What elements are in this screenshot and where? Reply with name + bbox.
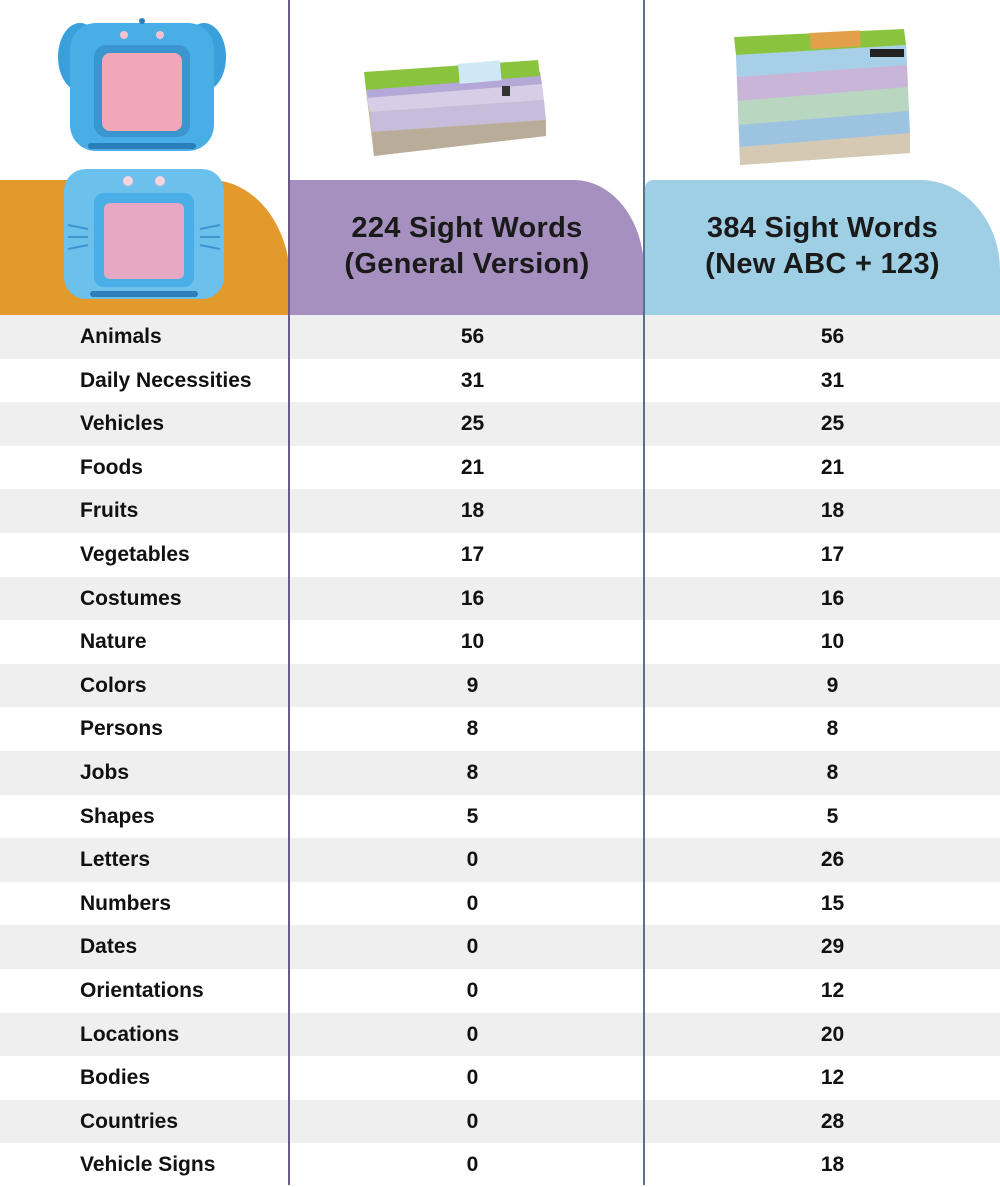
column-a-value: 31	[460, 368, 485, 392]
column-a-value: 16	[460, 586, 485, 610]
column-a-title: 224 Sight Words (General Version)	[290, 210, 644, 282]
row-label: Foods	[80, 455, 143, 479]
table-row: Vehicles 25 25	[0, 402, 1000, 446]
column-b-value: 18	[820, 1153, 845, 1177]
table-row: Colors 9 9	[0, 663, 1000, 708]
row-label: Nature	[80, 630, 147, 654]
row-label: Locations	[80, 1022, 180, 1046]
row-label: Vehicle Signs	[80, 1153, 216, 1177]
row-label: Animals	[80, 325, 162, 348]
column-b-value: 12	[820, 978, 845, 1002]
table-row: Shapes 5 5	[0, 795, 1000, 839]
column-a-value: 8	[466, 760, 479, 784]
column-b-value: 18	[820, 499, 845, 523]
column-a-value: 0	[466, 978, 479, 1002]
row-label: Fruits	[80, 499, 139, 523]
column-b-value: 5	[826, 804, 839, 828]
column-a-value: 9	[466, 673, 479, 697]
column-b-value: 25	[820, 412, 845, 436]
table-row: Dates 0 29	[0, 925, 1000, 969]
row-label: Persons	[80, 717, 163, 741]
column-a-value: 0	[466, 1153, 479, 1177]
table-row: Persons 8 8	[0, 707, 1000, 751]
column-a-value: 18	[460, 499, 485, 523]
column-a-title-line1: 224 Sight Words	[351, 212, 583, 244]
row-label: Countries	[80, 1109, 179, 1133]
cat-card-reader-icon	[64, 169, 224, 299]
column-a-header	[290, 180, 644, 315]
column-a-title-line2: (General Version)	[344, 248, 590, 280]
row-label: Orientations	[80, 978, 204, 1002]
flash-card-stack-224-icon	[364, 60, 546, 156]
column-b-value: 31	[820, 368, 845, 392]
column-a-value: 0	[466, 1109, 479, 1133]
column-a-value: 56	[460, 325, 485, 348]
column-b-header	[645, 180, 1000, 315]
column-a-value: 10	[460, 630, 485, 654]
column-a-value: 0	[466, 891, 479, 915]
column-a-value: 17	[460, 542, 485, 566]
column-a-value: 0	[466, 1022, 479, 1046]
column-a-value: 0	[466, 935, 479, 959]
column-b-title: 384 Sight Words (New ABC + 123)	[645, 210, 1000, 282]
table-row: Daily Necessities 31 31	[0, 359, 1000, 403]
table-row: Numbers 0 15	[0, 882, 1000, 926]
column-b-value: 16	[820, 586, 845, 610]
row-label: Letters	[80, 848, 151, 872]
column-b-value: 12	[820, 1066, 845, 1090]
column-a-value: 21	[460, 455, 485, 479]
column-b-value: 8	[826, 717, 839, 741]
table-row: Countries 0 28	[0, 1099, 1000, 1144]
table-row: Orientations 0 12	[0, 969, 1000, 1013]
table-row: Vehicle Signs 0 18	[0, 1143, 1000, 1187]
row-label: Bodies	[80, 1066, 151, 1090]
elephant-card-reader-icon	[58, 18, 226, 151]
column-b-value: 17	[820, 542, 845, 566]
row-label: Jobs	[80, 760, 130, 784]
row-label: Shapes	[80, 804, 155, 828]
column-divider	[288, 0, 290, 1185]
row-label: Vehicles	[80, 412, 165, 436]
column-b-value: 8	[826, 760, 839, 784]
table-row: Vegetables 17 17	[0, 533, 1000, 577]
column-b-value: 20	[820, 1022, 845, 1046]
table-row: Costumes 16 16	[0, 576, 1000, 621]
row-label: Vegetables	[80, 542, 190, 566]
row-label: Dates	[80, 935, 138, 959]
column-b-value: 26	[820, 848, 845, 872]
column-a-value: 5	[466, 804, 479, 828]
flash-card-stack-384-icon	[734, 29, 910, 165]
comparison-table: Animals 56 56 Daily Necessities 31 31 Vehicles…	[0, 315, 1000, 1187]
column-b-title-line2: (New ABC + 123)	[705, 248, 940, 280]
table-row: Foods 21 21	[0, 446, 1000, 490]
column-b-title-line1: 384 Sight Words	[706, 212, 939, 244]
table-row: Letters 0 26	[0, 838, 1000, 882]
table-row: Nature 10 10	[0, 620, 1000, 664]
column-a-value: 25	[460, 412, 485, 436]
column-a-value: 0	[466, 848, 479, 872]
column-b-value: 15	[820, 891, 845, 915]
column-a-value: 8	[466, 717, 479, 741]
column-b-value: 56	[820, 325, 845, 348]
row-label: Daily Necessities	[80, 368, 252, 392]
column-b-value: 9	[826, 673, 839, 697]
table-row: Locations 0 20	[0, 1012, 1000, 1057]
row-label: Numbers	[80, 891, 172, 915]
column-b-value: 28	[820, 1109, 845, 1133]
column-a-value: 0	[466, 1066, 479, 1090]
row-label: Costumes	[80, 586, 182, 610]
table-row: Animals 56 56	[0, 315, 1000, 359]
column-divider	[643, 0, 645, 1185]
table-row: Jobs 8 8	[0, 750, 1000, 795]
column-b-value: 29	[820, 935, 845, 959]
table-row: Fruits 18 18	[0, 489, 1000, 533]
column-b-value: 21	[820, 455, 845, 479]
row-label: Colors	[80, 673, 147, 697]
table-row: Bodies 0 12	[0, 1056, 1000, 1100]
column-b-value: 10	[820, 630, 845, 654]
